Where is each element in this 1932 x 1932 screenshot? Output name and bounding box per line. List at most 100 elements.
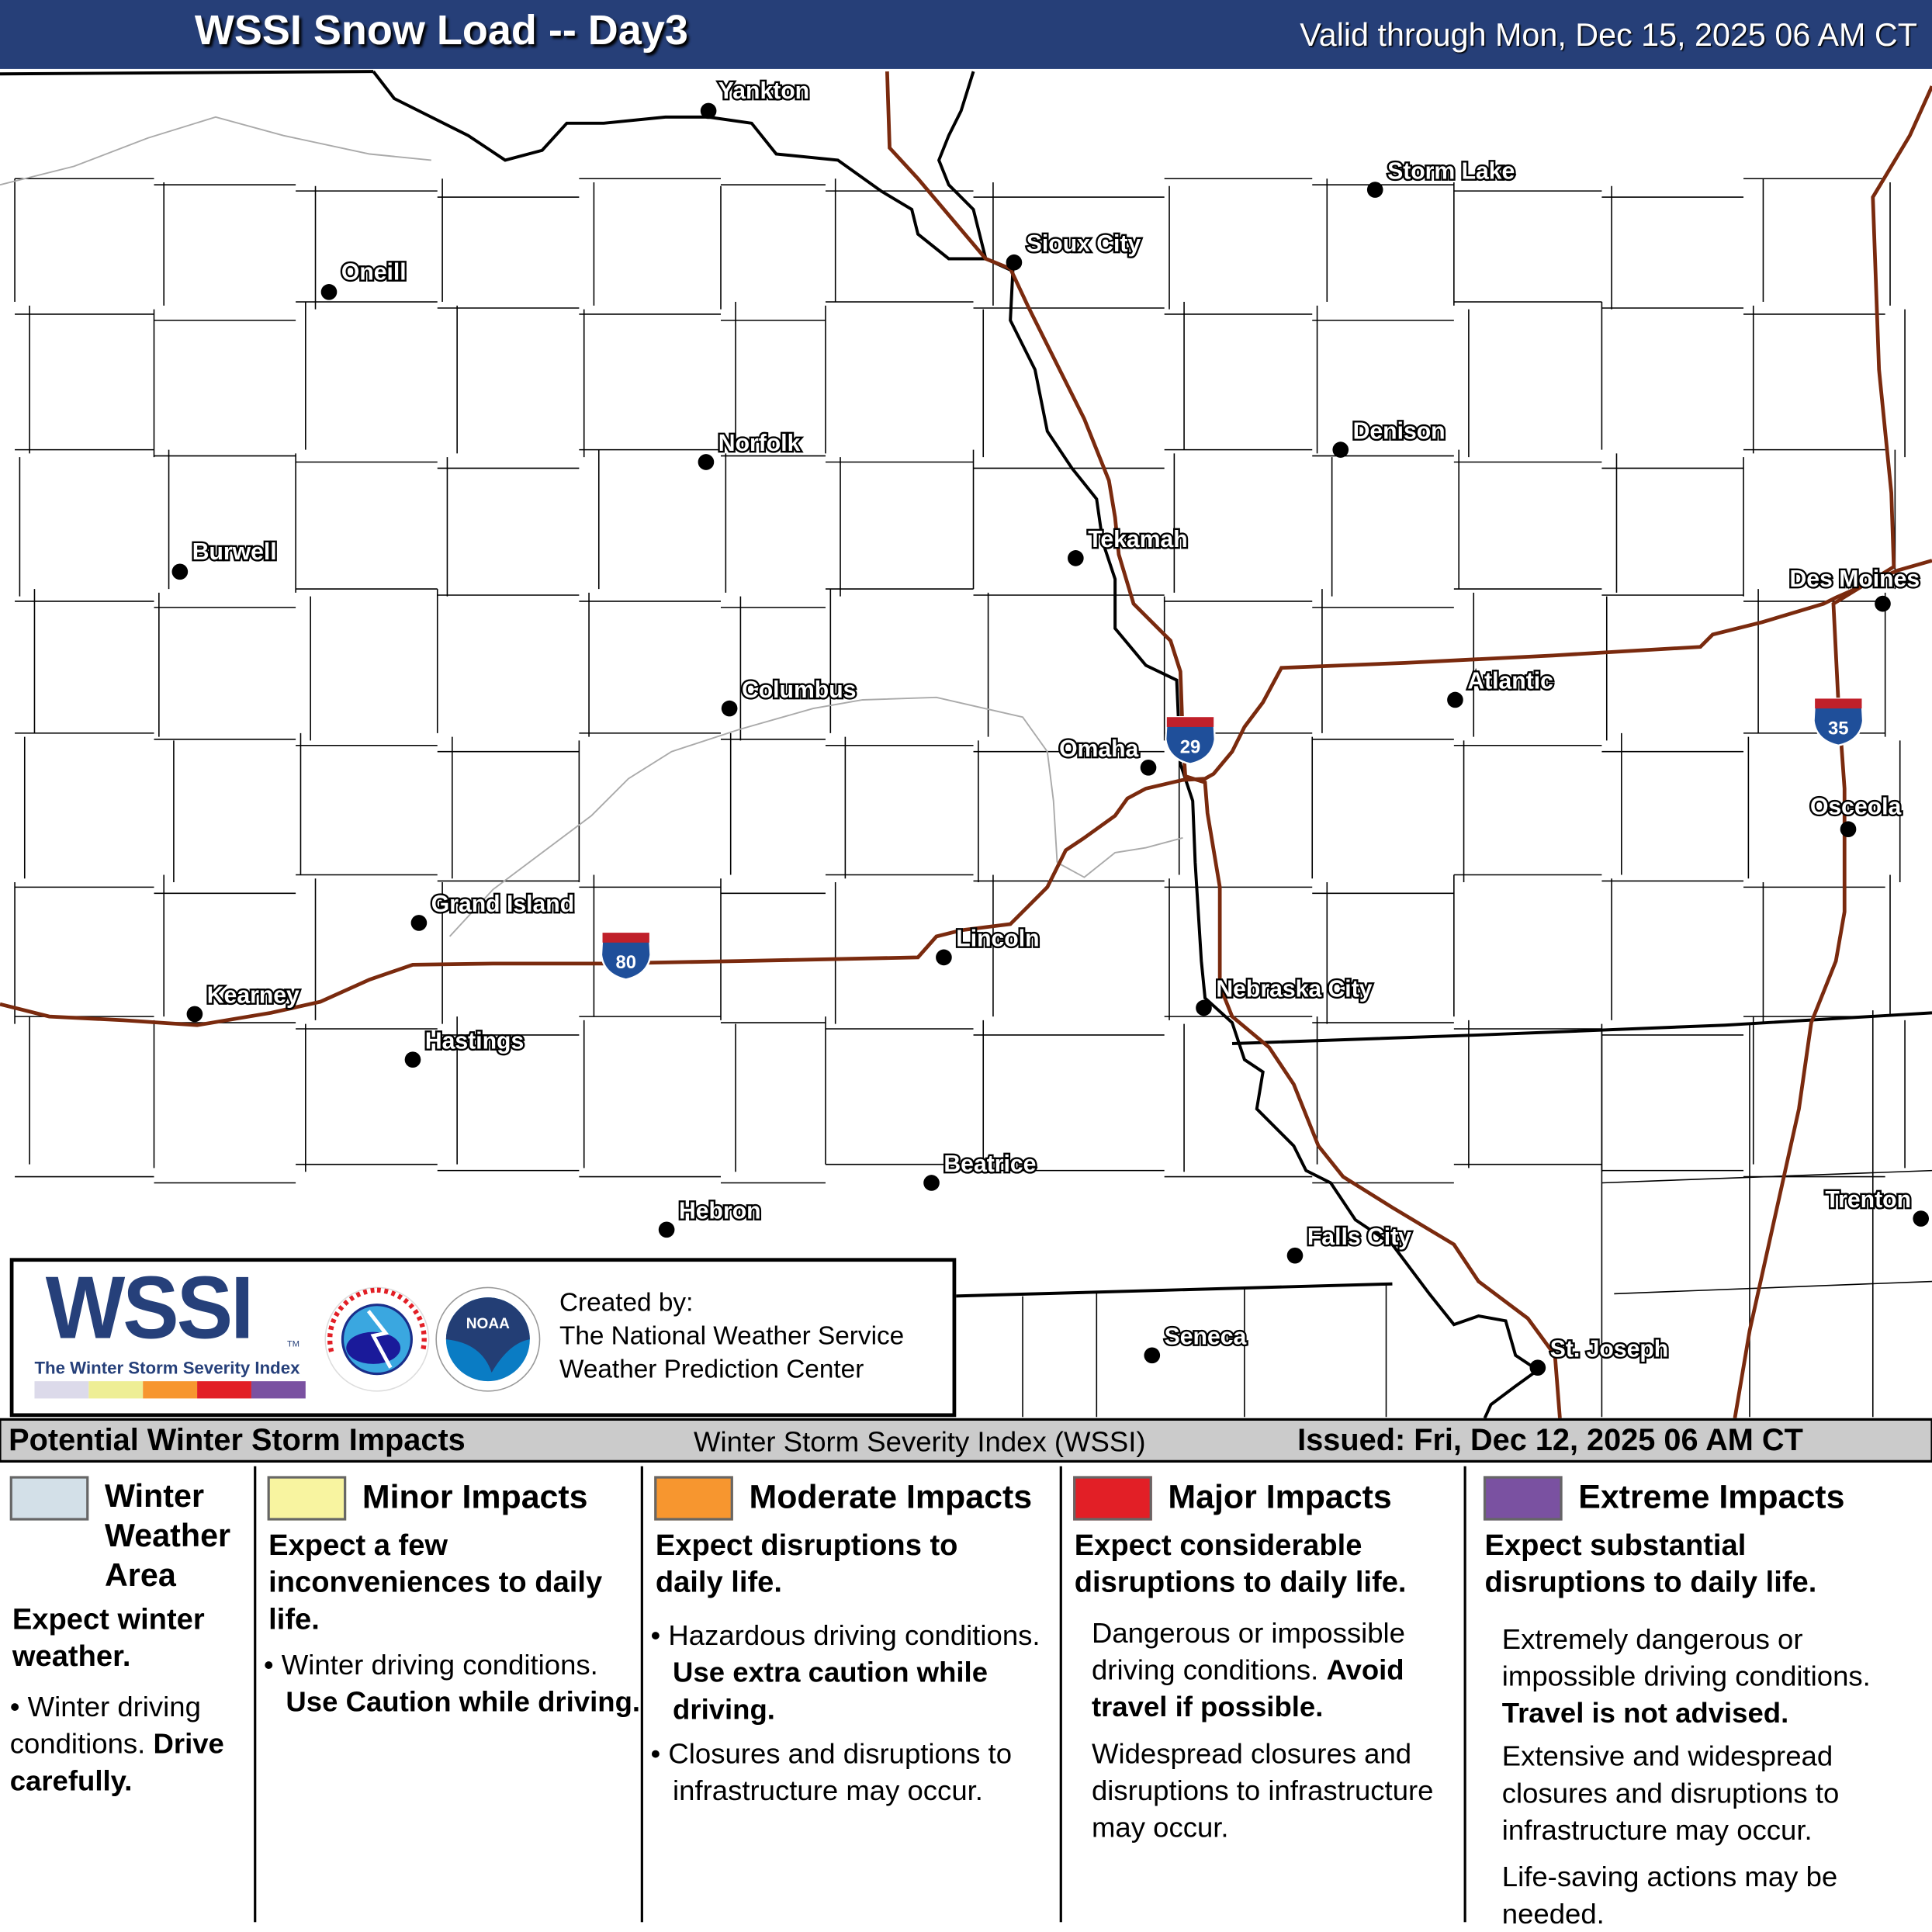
interstate-29 <box>885 71 1562 1418</box>
county-lines <box>14 178 1932 1418</box>
detail-text: Extremely dangerous or impossible drivin… <box>1501 1622 1871 1692</box>
bullet-bold-text: Use Caution while driving. <box>286 1685 641 1718</box>
city-dot <box>700 102 717 119</box>
city-label: St. Joseph <box>1550 1336 1669 1362</box>
header-bar: WSSI Snow Load -- Day3 Valid through Mon… <box>0 0 1932 69</box>
city-label: Nebraska City <box>1216 977 1372 1002</box>
credit-org-2: Weather Prediction Center <box>559 1355 864 1384</box>
category-summary: Expect substantial disruptions to daily … <box>1484 1529 1817 1600</box>
nebraska-sd-border <box>0 70 374 76</box>
category-bullet: • Winter driving conditions. Drive caref… <box>9 1690 224 1797</box>
logo-box: WSSI TM The Winter Storm Severity Index … <box>9 1258 957 1418</box>
legend-moderate-impacts: Moderate Impacts Expect disruptions to d… <box>646 1466 1057 1923</box>
interstate-shield-35: 35 <box>1813 698 1864 746</box>
valid-time: Valid through Mon, Dec 15, 2025 06 AM CT <box>1300 16 1917 54</box>
bullet-bold-text: Drive carefully. <box>9 1727 224 1797</box>
detail-text: Dangerous or impossible driving conditio… <box>1091 1616 1405 1686</box>
category-text: Extensive and widespread closures and di… <box>1501 1740 1840 1846</box>
category-summary: Expect winter weather. <box>12 1603 205 1674</box>
city-dot <box>404 1051 421 1068</box>
city-label: Tekamah <box>1088 527 1188 552</box>
legend-header: Potential Winter Storm Impacts Winter St… <box>0 1418 1932 1463</box>
credits: Created by: The National Weather Service… <box>559 1286 904 1387</box>
city-dot <box>698 454 715 470</box>
noaa-text: NOAA <box>466 1316 510 1332</box>
trademark: TM <box>287 1340 300 1349</box>
city-dot <box>1196 999 1212 1016</box>
shield-number: 35 <box>1828 718 1848 739</box>
city-tekamah: Tekamah <box>1068 525 1189 566</box>
city-st-joseph: St. Joseph <box>1529 1335 1671 1376</box>
map-background <box>0 68 1932 1418</box>
city-dot <box>923 1175 940 1191</box>
city-kearney: Kearney <box>186 981 301 1023</box>
bullet-text: Winter driving conditions. <box>281 1648 598 1681</box>
category-summary: Expect a few inconveniences to daily lif… <box>268 1529 603 1636</box>
city-falls-city: Falls City <box>1286 1223 1414 1264</box>
city-label: Lincoln <box>956 926 1039 952</box>
legend-divider <box>640 1466 643 1923</box>
river-line <box>1057 836 1183 878</box>
minor-rivers <box>0 116 1183 937</box>
state-borders <box>0 70 1932 1418</box>
city-label: Denison <box>1353 418 1446 444</box>
category-text: Dangerous or impossible driving conditio… <box>1092 1614 1461 1725</box>
city-label: Omaha <box>1059 736 1138 762</box>
wssi-subtitle: The Winter Storm Severity Index <box>34 1357 300 1378</box>
city-label: Sioux City <box>1027 231 1141 257</box>
legend-major-impacts: Major Impacts Expect considerable disrup… <box>1065 1466 1461 1923</box>
city-osceola: Osceola <box>1809 792 1903 838</box>
city-label: Burwell <box>192 539 277 565</box>
legend-heading: Potential Winter Storm Impacts <box>9 1423 466 1458</box>
legend-extreme-impacts: Extreme Impacts Expect substantial disru… <box>1469 1466 1930 1930</box>
city-hastings: Hastings <box>404 1027 526 1068</box>
river-line <box>0 116 431 186</box>
detail-bold-text: Travel is not advised. <box>1501 1696 1789 1729</box>
category-bullet: • Closures and disruptions to infrastruc… <box>650 1737 1013 1807</box>
bullet-text: Winter driving conditions. <box>9 1690 201 1760</box>
iowa-missouri-border <box>1231 1011 1932 1046</box>
city-label: Trenton <box>1825 1187 1911 1213</box>
city-dot <box>1068 550 1084 566</box>
interstate-shield-29: 29 <box>1165 716 1216 765</box>
category-title: Major Impacts <box>1168 1478 1392 1516</box>
city-label: Beatrice <box>943 1151 1036 1177</box>
category-title: Moderate Impacts <box>749 1478 1033 1516</box>
city-dot <box>171 563 189 580</box>
city-hebron: Hebron <box>658 1196 763 1238</box>
city-markers: Yankton Sioux City Storm Lake Oneill Norfolk… <box>171 77 1930 1376</box>
color-swatch <box>143 1381 198 1399</box>
bullet-text: Closures and disruptions to infrastructu… <box>668 1737 1013 1807</box>
city-oneill: Oneill <box>320 258 408 300</box>
city-dot <box>936 949 952 966</box>
city-label: Kearney <box>207 983 299 1009</box>
interstate-80 <box>0 559 1932 1027</box>
city-dot <box>1006 254 1023 271</box>
city-burwell: Burwell <box>171 538 279 580</box>
nws-logo <box>324 1286 430 1392</box>
color-swatch <box>267 1476 347 1521</box>
bullet-bold-text: Use extra caution while driving. <box>673 1656 989 1726</box>
category-text: Widespread closures and disruptions to i… <box>1091 1737 1434 1844</box>
city-norfolk: Norfolk <box>698 429 802 470</box>
category-bullet: • Winter driving conditions. Use Caution… <box>263 1648 641 1718</box>
county-line <box>1614 1280 1932 1295</box>
missouri-river <box>372 70 1541 1418</box>
color-swatch <box>654 1476 733 1521</box>
created-by-label: Created by: <box>559 1289 694 1317</box>
city-dot <box>1875 595 1891 612</box>
category-bullet: • Hazardous driving conditions. Use extr… <box>650 1619 1040 1726</box>
big-sioux-river <box>937 71 988 259</box>
city-label: Atlantic <box>1467 669 1553 694</box>
noaa-logo: NOAA <box>435 1286 541 1392</box>
legend-divider <box>1463 1466 1466 1923</box>
city-dot <box>186 1006 203 1023</box>
detail-bold-text: Avoid travel if possible. <box>1091 1653 1404 1723</box>
legend-divider <box>254 1466 257 1923</box>
city-label: Oneill <box>341 259 407 285</box>
city-yankton: Yankton <box>700 77 811 119</box>
color-swatch <box>34 1381 89 1399</box>
city-denison: Denison <box>1332 417 1447 458</box>
city-dot <box>1447 691 1463 708</box>
